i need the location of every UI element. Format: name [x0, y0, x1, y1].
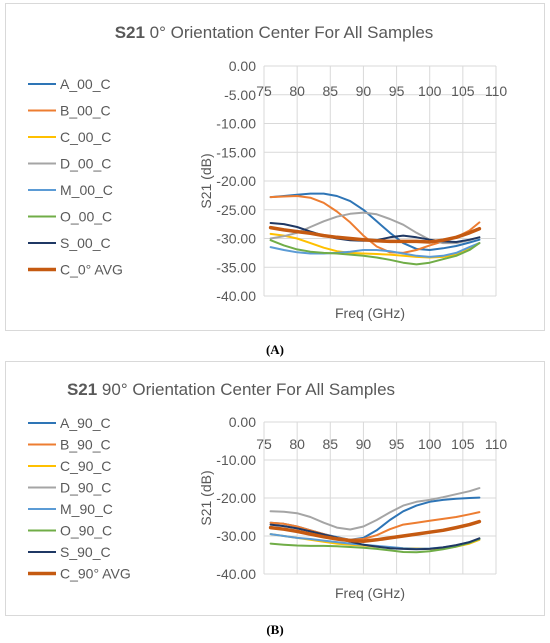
x-tick-label: 95	[389, 83, 405, 99]
series-line-o-00-c	[269, 239, 481, 266]
y-tick-label: 0.00	[229, 414, 256, 430]
chart-title-text: 90° Orientation Center For All Samples	[97, 380, 395, 399]
x-tick-label: 75	[256, 436, 272, 452]
x-tick-label: 80	[289, 83, 305, 99]
legend-label: S_00_C	[60, 235, 111, 251]
chart-title-text: 0° Orientation Center For All Samples	[145, 23, 433, 42]
series-line-b-90-c	[269, 511, 481, 541]
y-tick-label: -30.00	[216, 528, 256, 544]
y-tick-label: -35.00	[216, 259, 256, 275]
legend-label: D_90_C	[60, 480, 111, 496]
y-tick-label: -40.00	[216, 288, 256, 304]
legend-label: D_00_C	[60, 156, 111, 172]
y-tick-label: -15.00	[216, 144, 256, 160]
x-tick-label: 105	[451, 436, 475, 452]
chart-b-svg: S21 90° Orientation Center For All Sampl…	[28, 380, 508, 601]
chart-title-bold: S21	[115, 23, 145, 42]
y-axis-label: S21 (dB)	[198, 153, 214, 208]
x-tick-label: 85	[322, 436, 338, 452]
series-line-a-00-c	[269, 192, 481, 251]
legend-label: O_00_C	[60, 209, 112, 225]
legend-label: C_90_C	[60, 458, 111, 474]
series-line-s-90-c	[269, 523, 481, 551]
caption-a: (A)	[265, 342, 285, 357]
y-tick-label: -20.00	[216, 490, 256, 506]
legend-label: A_90_C	[60, 415, 111, 431]
y-tick-label: -30.00	[216, 231, 256, 247]
chart-title: S21 0° Orientation Center For All Sample…	[115, 23, 434, 42]
x-axis-label: Freq (GHz)	[335, 305, 405, 321]
series-line-m-00-c	[269, 242, 481, 258]
y-tick-label: -25.00	[216, 202, 256, 218]
x-tick-label: 95	[389, 436, 405, 452]
chart-panel-b: S21 90° Orientation Center For All Sampl…	[5, 361, 545, 616]
series-line-o-90-c	[269, 538, 481, 554]
x-tick-label: 105	[451, 83, 475, 99]
legend-label: O_90_C	[60, 523, 112, 539]
legend-label: C_90° AVG	[60, 566, 131, 582]
legend-label: C_00_C	[60, 129, 111, 145]
y-tick-label: -20.00	[216, 173, 256, 189]
legend-label: C_0° AVG	[60, 262, 123, 278]
y-tick-label: -10.00	[216, 452, 256, 468]
x-tick-label: 90	[356, 83, 372, 99]
series-line-b-00-c	[269, 195, 481, 254]
x-tick-label: 100	[418, 436, 442, 452]
chart-title: S21 90° Orientation Center For All Sampl…	[67, 380, 395, 399]
chart-title-bold: S21	[67, 380, 97, 399]
legend-label: A_00_C	[60, 76, 111, 92]
y-axis-label: S21 (dB)	[198, 470, 214, 525]
y-tick-label: -40.00	[216, 566, 256, 582]
x-tick-label: 90	[356, 436, 372, 452]
x-tick-label: 85	[322, 83, 338, 99]
legend-label: B_90_C	[60, 437, 111, 453]
series-line-c-00-c	[269, 232, 481, 259]
caption-b: (B)	[266, 622, 284, 637]
legend-label: M_00_C	[60, 182, 113, 198]
x-axis-label: Freq (GHz)	[335, 585, 405, 601]
chart-a-svg: S21 0° Orientation Center For All Sample…	[28, 23, 508, 321]
y-tick-label: -10.00	[216, 116, 256, 132]
x-tick-label: 110	[485, 83, 508, 99]
x-tick-label: 110	[485, 436, 508, 452]
legend-label: S_90_C	[60, 544, 111, 560]
legend-label: M_90_C	[60, 501, 113, 517]
legend-label: B_00_C	[60, 103, 111, 119]
chart-panel-a: S21 0° Orientation Center For All Sample…	[5, 3, 545, 331]
x-tick-label: 80	[289, 436, 305, 452]
series-line-d-00-c	[269, 211, 481, 245]
x-tick-label: 100	[418, 83, 442, 99]
series-line-d-90-c	[269, 487, 481, 531]
y-tick-label: -5.00	[224, 87, 256, 103]
series-line-c-0--avg	[268, 225, 482, 244]
series-line-c-90--avg	[268, 519, 482, 544]
y-tick-label: 0.00	[229, 58, 256, 74]
x-tick-label: 75	[256, 83, 272, 99]
